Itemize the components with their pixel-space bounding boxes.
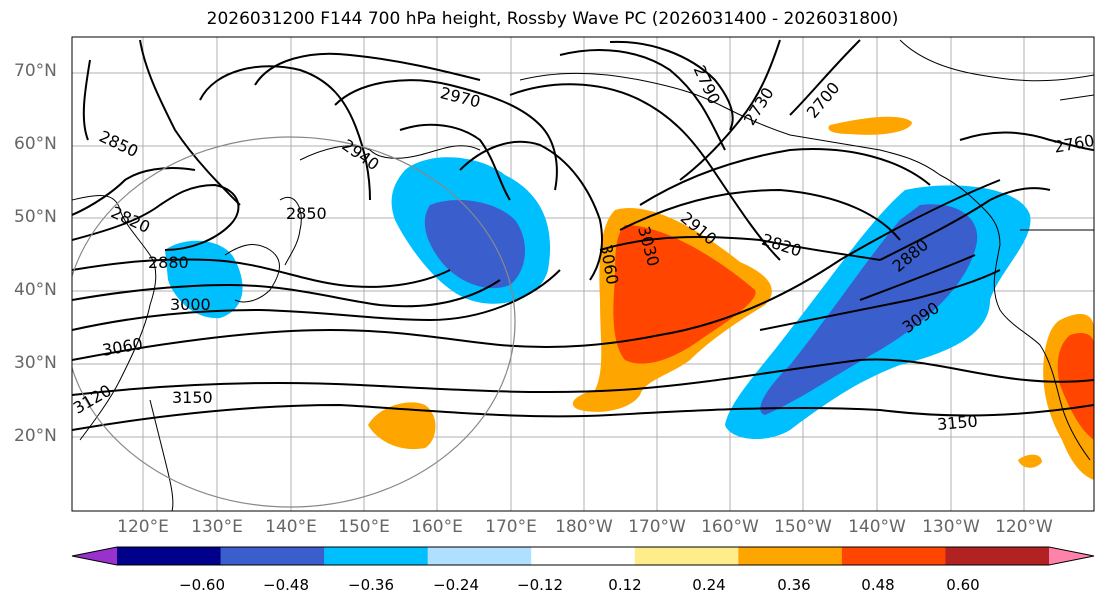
- colorbar-segment: [841, 547, 946, 565]
- colorbar-tick-label: −0.48: [263, 576, 309, 594]
- lon-label: 170°W: [628, 517, 686, 537]
- colorbar-segment: [427, 547, 532, 565]
- lon-label: 180°W: [555, 517, 613, 537]
- map-title: 2026031200 F144 700 hPa height, Rossby W…: [206, 9, 899, 29]
- contour-label: 2880: [148, 253, 189, 272]
- lon-label: 160°E: [411, 517, 463, 537]
- colorbar-tick-label: 0.36: [777, 576, 811, 594]
- lon-label: 170°E: [485, 517, 537, 537]
- anomaly-positive-subtropical: [368, 402, 436, 450]
- lon-label: 130°E: [191, 517, 243, 537]
- colorbar-tick-label: 0.48: [861, 576, 895, 594]
- colorbar-tick-label: −0.36: [348, 576, 394, 594]
- colorbar-tick-label: 0.24: [692, 576, 726, 594]
- colorbar-segment: [531, 547, 636, 565]
- lon-label: 140°W: [848, 517, 906, 537]
- lon-label: 140°E: [265, 517, 317, 537]
- lat-label: 50°N: [14, 207, 57, 227]
- colorbar-segment: [738, 547, 843, 565]
- lat-label: 30°N: [14, 353, 57, 373]
- contour-label: 3000: [170, 295, 211, 314]
- lon-label: 160°W: [701, 517, 759, 537]
- colorbar-tick-label: −0.24: [433, 576, 479, 594]
- colorbar-segment: [220, 547, 325, 565]
- colorbar-tick-label: −0.60: [179, 576, 225, 594]
- anomaly-negative-nepacific: [725, 185, 1031, 440]
- lon-label: 120°W: [995, 517, 1053, 537]
- lat-label: 20°N: [14, 426, 57, 446]
- anomaly-positive-mexico: [1018, 314, 1094, 480]
- lat-label: 40°N: [14, 280, 57, 300]
- height-contours: [72, 39, 1094, 431]
- colorbar-segment: [634, 547, 739, 565]
- coastlines: [72, 39, 1094, 511]
- colorbar-segment: [117, 547, 222, 565]
- colorbar-extend-high: [1049, 547, 1094, 565]
- lon-label: 120°E: [117, 517, 169, 537]
- lat-label: 70°N: [14, 61, 57, 81]
- colorbar-segment: [945, 547, 1050, 565]
- contour-label: 3150: [172, 388, 213, 407]
- contour-label: 2850: [286, 204, 327, 223]
- lon-label: 130°W: [922, 517, 980, 537]
- reference-circle: [72, 136, 516, 508]
- contour-label: 3150: [936, 411, 978, 433]
- map-plot: 2970 2940 2850 2820 2880 3000 3060 3120 …: [70, 36, 1096, 512]
- lat-label: 60°N: [14, 134, 57, 154]
- lon-label: 150°E: [338, 517, 390, 537]
- anomaly-positive-central: [572, 208, 772, 412]
- colorbar-tick-label: 0.12: [608, 576, 642, 594]
- lon-label: 150°W: [774, 517, 832, 537]
- colorbar-extend-low: [72, 547, 117, 565]
- anomaly-negative-nwpacific: [391, 157, 551, 304]
- map-frame: [71, 36, 1095, 512]
- colorbar-tick-label: −0.12: [517, 576, 563, 594]
- anomaly-positive-alaska: [828, 116, 912, 135]
- colorbar-segment: [324, 547, 429, 565]
- colorbar-tick-label: 0.60: [946, 576, 980, 594]
- colorbar-outline: [71, 546, 1095, 566]
